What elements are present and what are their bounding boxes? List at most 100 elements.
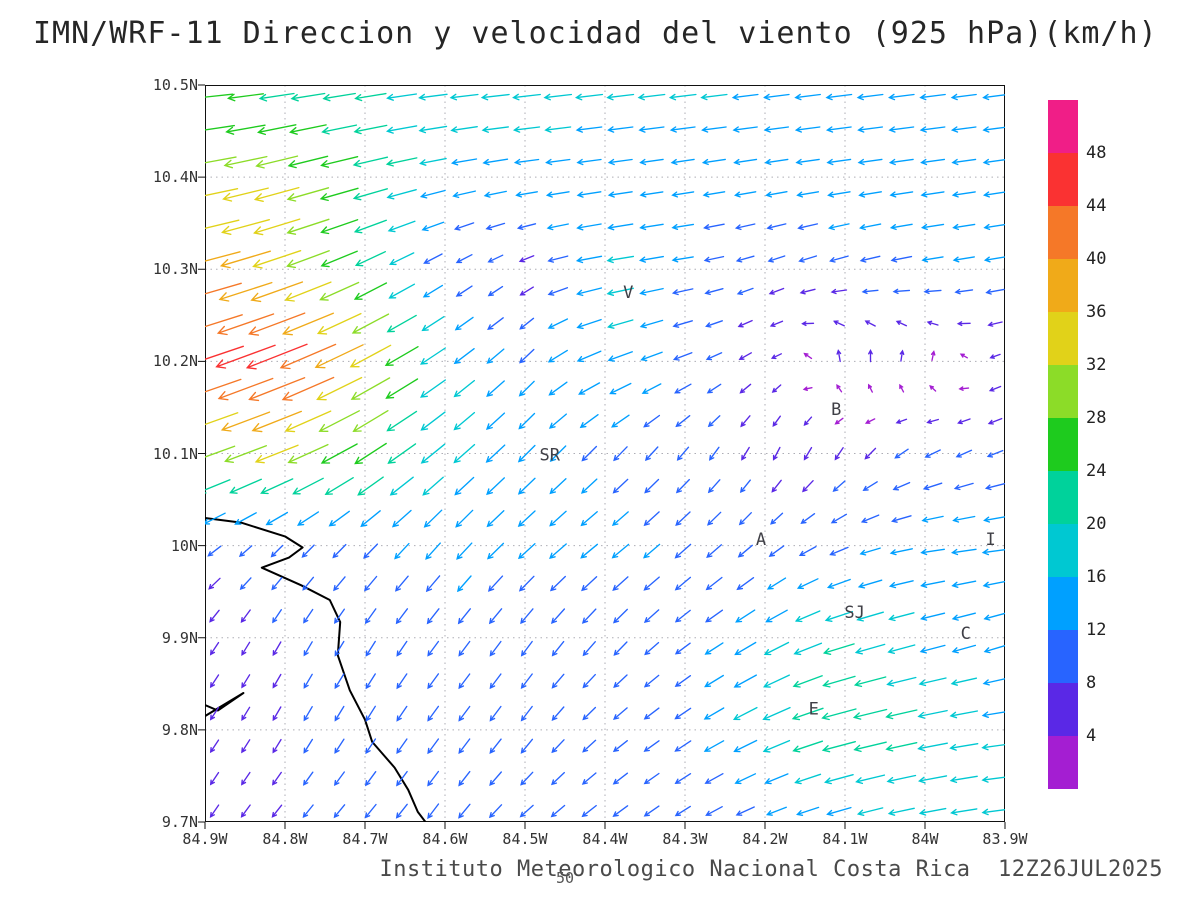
wind-arrow (363, 543, 379, 559)
wind-arrow (207, 545, 222, 557)
wind-arrow (988, 385, 1002, 392)
wind-arrow (982, 158, 1005, 166)
wind-arrow (334, 705, 345, 722)
y-axis-label: 9.7N (161, 813, 198, 831)
wind-arrow (364, 771, 377, 787)
wind-arrow (256, 124, 297, 136)
wind-arrow (352, 156, 389, 168)
wind-arrow (272, 706, 282, 722)
wind-arrow (643, 609, 660, 624)
wind-arrow (241, 771, 251, 786)
wind-arrow (703, 223, 725, 230)
wind-arrow (352, 410, 389, 433)
wind-arrow (888, 158, 914, 166)
wind-arrow (364, 803, 377, 819)
wind-arrow (920, 223, 945, 231)
wind-arrow (578, 382, 601, 395)
wind-arrow (769, 320, 784, 327)
wind-arrow (320, 219, 359, 235)
wind-arrow (396, 770, 408, 787)
wind-arrow (834, 447, 844, 461)
wind-arrow (732, 126, 758, 133)
wind-arrow (822, 643, 855, 655)
wind-arrow (734, 223, 756, 231)
wind-arrow (674, 609, 691, 623)
wind-arrow (923, 288, 942, 295)
wind-arrow (576, 223, 602, 231)
wind-arrow (513, 158, 540, 166)
wind-arrow (639, 287, 664, 296)
wind-arrow (705, 352, 723, 361)
wind-arrow (611, 511, 629, 527)
wind-arrow (224, 445, 267, 463)
wind-arrow (423, 253, 443, 264)
wind-arrow (733, 674, 757, 688)
x-axis-label: 84.8W (262, 830, 308, 848)
wind-arrow (546, 223, 569, 231)
colorbar-label: 16 (1086, 567, 1107, 587)
wind-arrow (518, 255, 535, 263)
wind-arrow (576, 318, 602, 330)
wind-arrow (453, 222, 475, 231)
wind-arrow (219, 250, 271, 269)
wind-arrow (547, 349, 568, 363)
wind-arrow (384, 346, 419, 367)
wind-arrow (856, 807, 884, 816)
wind-arrow (205, 156, 237, 164)
wind-arrow (899, 383, 905, 393)
wind-arrow (981, 711, 1005, 718)
wind-arrow (512, 126, 541, 133)
wind-arrow (395, 608, 409, 625)
wind-arrow (826, 806, 852, 817)
wind-arrow (486, 510, 505, 528)
wind-arrow (703, 255, 725, 263)
wind-arrow (643, 414, 661, 428)
wind-arrow (395, 803, 408, 819)
wind-arrow (549, 510, 567, 527)
wind-arrow (220, 411, 271, 432)
wind-arrow (385, 157, 418, 167)
wind-arrow (707, 479, 721, 494)
wind-arrow (670, 158, 695, 166)
wind-arrow (701, 158, 726, 166)
colorbar-segment (1048, 153, 1078, 206)
wind-arrow (386, 410, 418, 432)
wind-arrow (209, 609, 220, 623)
wind-arrow (421, 316, 445, 332)
city-label: E (809, 700, 819, 720)
wind-arrow (303, 641, 313, 657)
x-axis-label: 83.9W (982, 830, 1028, 848)
wind-arrow (856, 611, 884, 622)
wind-arrow (930, 350, 936, 362)
wind-arrow (950, 548, 977, 556)
wind-arrow (205, 251, 241, 262)
wind-arrow (549, 575, 566, 592)
wind-arrow (328, 510, 350, 527)
wind-arrow (489, 771, 502, 786)
wind-arrow (801, 321, 815, 327)
wind-arrow (386, 314, 417, 333)
wind-arrow (798, 255, 818, 263)
wind-arrow (229, 478, 262, 494)
wind-arrow (955, 449, 973, 458)
wind-arrow (241, 674, 251, 689)
wind-arrow (643, 674, 660, 688)
wind-arrow (288, 124, 327, 135)
wind-arrow (735, 609, 756, 623)
wind-arrow (829, 255, 849, 263)
wind-arrow (708, 446, 720, 461)
wind-arrow (867, 383, 873, 393)
city-label: SJ (844, 603, 864, 623)
wind-arrow (853, 741, 887, 753)
wind-arrow (827, 223, 850, 231)
y-axis-label: 9.8N (161, 720, 198, 739)
wind-arrow (606, 93, 635, 101)
wind-arrow (218, 281, 273, 302)
wind-arrow (487, 317, 504, 331)
wind-arrow (926, 320, 939, 326)
city-label: B (831, 400, 841, 420)
wind-arrow (671, 288, 694, 296)
wind-arrow (920, 612, 946, 621)
wind-arrow (453, 443, 476, 464)
wind-arrow (333, 771, 345, 787)
